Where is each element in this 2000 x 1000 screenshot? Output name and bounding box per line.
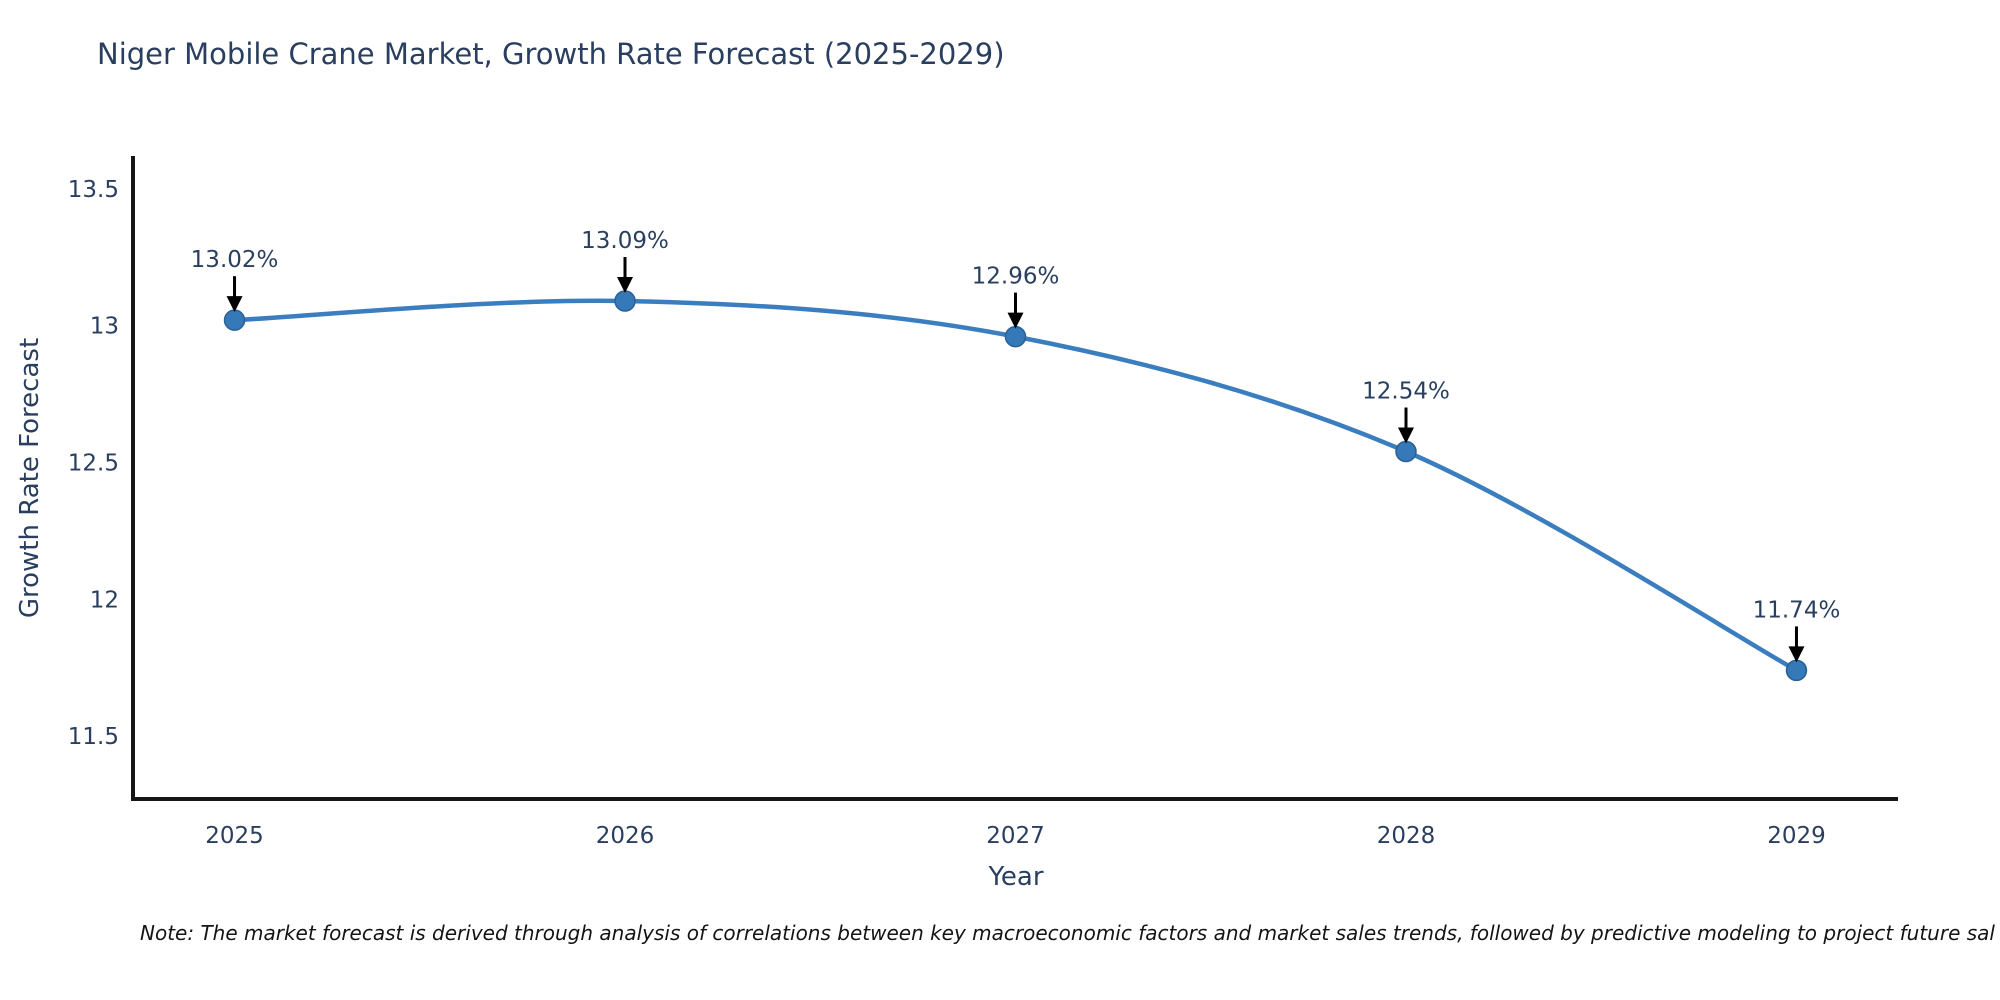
point-value-label: 11.74%: [1753, 597, 1841, 623]
annotation-arrow-head: [1788, 646, 1805, 663]
data-point-marker: [1785, 659, 1808, 682]
y-tick-label: 13: [90, 314, 119, 340]
annotation-arrow-head: [1397, 427, 1414, 444]
annotation-arrow-head: [1007, 312, 1024, 329]
y-tick-label: 13.5: [68, 177, 119, 203]
x-tick-label: 2026: [596, 823, 655, 849]
data-point-marker: [614, 290, 636, 312]
y-tick-label: 11.5: [68, 724, 119, 750]
point-value-label: 12.96%: [972, 264, 1060, 290]
data-point-marker: [1395, 440, 1417, 463]
point-value-label: 12.54%: [1362, 379, 1450, 405]
x-tick-label: 2027: [986, 823, 1045, 849]
point-value-label: 13.02%: [191, 247, 279, 273]
x-tick-label: 2025: [205, 823, 264, 849]
chart-title: Niger Mobile Crane Market, Growth Rate F…: [97, 37, 1005, 71]
y-tick-label: 12.5: [68, 451, 119, 477]
x-tick-label: 2028: [1377, 823, 1436, 849]
annotation-arrow-head: [226, 296, 243, 313]
forecast-line: [232, 298, 1799, 673]
footnote: Note: The market forecast is derived thr…: [140, 921, 1995, 945]
point-value-label: 13.09%: [581, 228, 669, 254]
data-point-marker: [1004, 325, 1027, 348]
x-tick-label: 2029: [1767, 823, 1826, 849]
annotation-arrow-head: [617, 277, 634, 294]
x-axis-title: Year: [988, 862, 1044, 892]
data-point-marker: [223, 309, 246, 331]
y-tick-label: 12: [90, 587, 119, 613]
